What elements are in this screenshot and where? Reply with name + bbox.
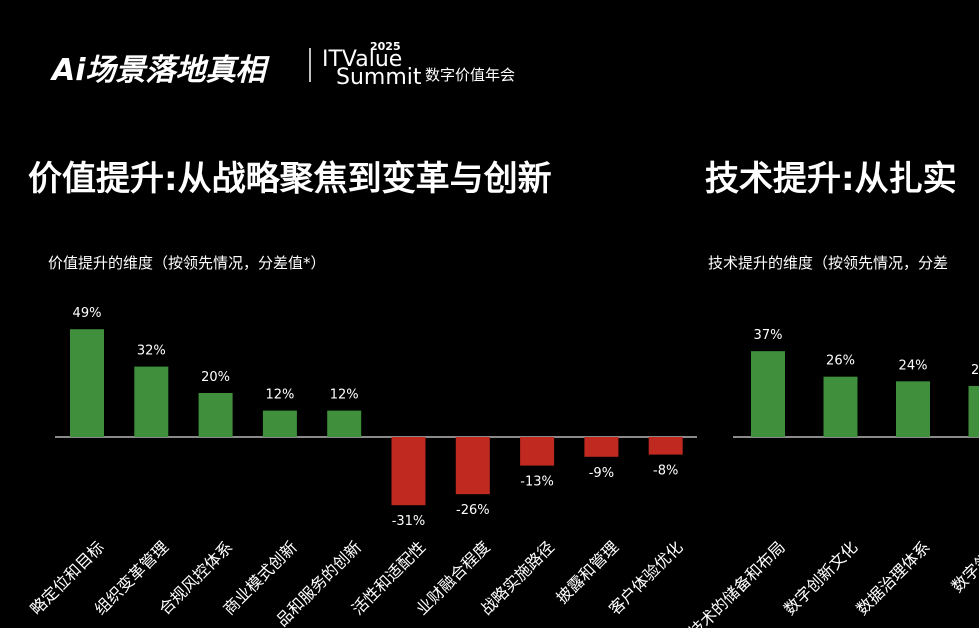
bar bbox=[134, 366, 169, 437]
brand: ITValue bbox=[322, 47, 402, 72]
bar bbox=[968, 385, 979, 437]
value-label: 22% bbox=[971, 363, 979, 378]
value-label: -26% bbox=[456, 503, 490, 518]
value-label: -13% bbox=[520, 475, 554, 490]
value-label: -9% bbox=[589, 466, 614, 481]
chart-subtitle: 价值提升的维度（按领先情况，分差值*） bbox=[48, 254, 326, 272]
bar bbox=[520, 437, 555, 466]
value-label: 24% bbox=[899, 358, 928, 373]
logo: Ai场景落地真相 bbox=[50, 53, 271, 88]
bar bbox=[198, 393, 233, 437]
value-label: 49% bbox=[73, 306, 102, 321]
value-label: 26% bbox=[826, 354, 855, 369]
bar bbox=[262, 410, 297, 437]
value-label: 12% bbox=[265, 388, 294, 403]
bar bbox=[584, 437, 619, 457]
value-label: 20% bbox=[201, 370, 230, 385]
value-label: 12% bbox=[330, 388, 359, 403]
bar bbox=[327, 410, 362, 437]
bar bbox=[823, 376, 858, 437]
bar bbox=[896, 381, 930, 437]
value-label: 32% bbox=[137, 344, 166, 359]
brand2: Summit bbox=[336, 65, 422, 90]
bar bbox=[70, 329, 104, 437]
chart-subtitle: 技术提升的维度（按领先情况，分差 bbox=[708, 254, 948, 272]
year: 2025 bbox=[370, 40, 401, 53]
value-label: -31% bbox=[392, 514, 426, 529]
bar bbox=[391, 437, 426, 506]
event: 数字价值年会 bbox=[425, 66, 515, 84]
chart-title: 价值提升:从战略聚焦到变革与创新 bbox=[28, 159, 552, 199]
bar bbox=[648, 437, 683, 455]
bar bbox=[751, 351, 785, 437]
chart-title: 技术提升:从扎实 bbox=[705, 159, 957, 199]
value-label: 37% bbox=[754, 328, 783, 343]
header: Ai场景落地真相 ITValue 2025 Summit 数字价值年会 bbox=[50, 40, 515, 90]
bar bbox=[455, 437, 490, 495]
value-label: -8% bbox=[653, 464, 678, 479]
